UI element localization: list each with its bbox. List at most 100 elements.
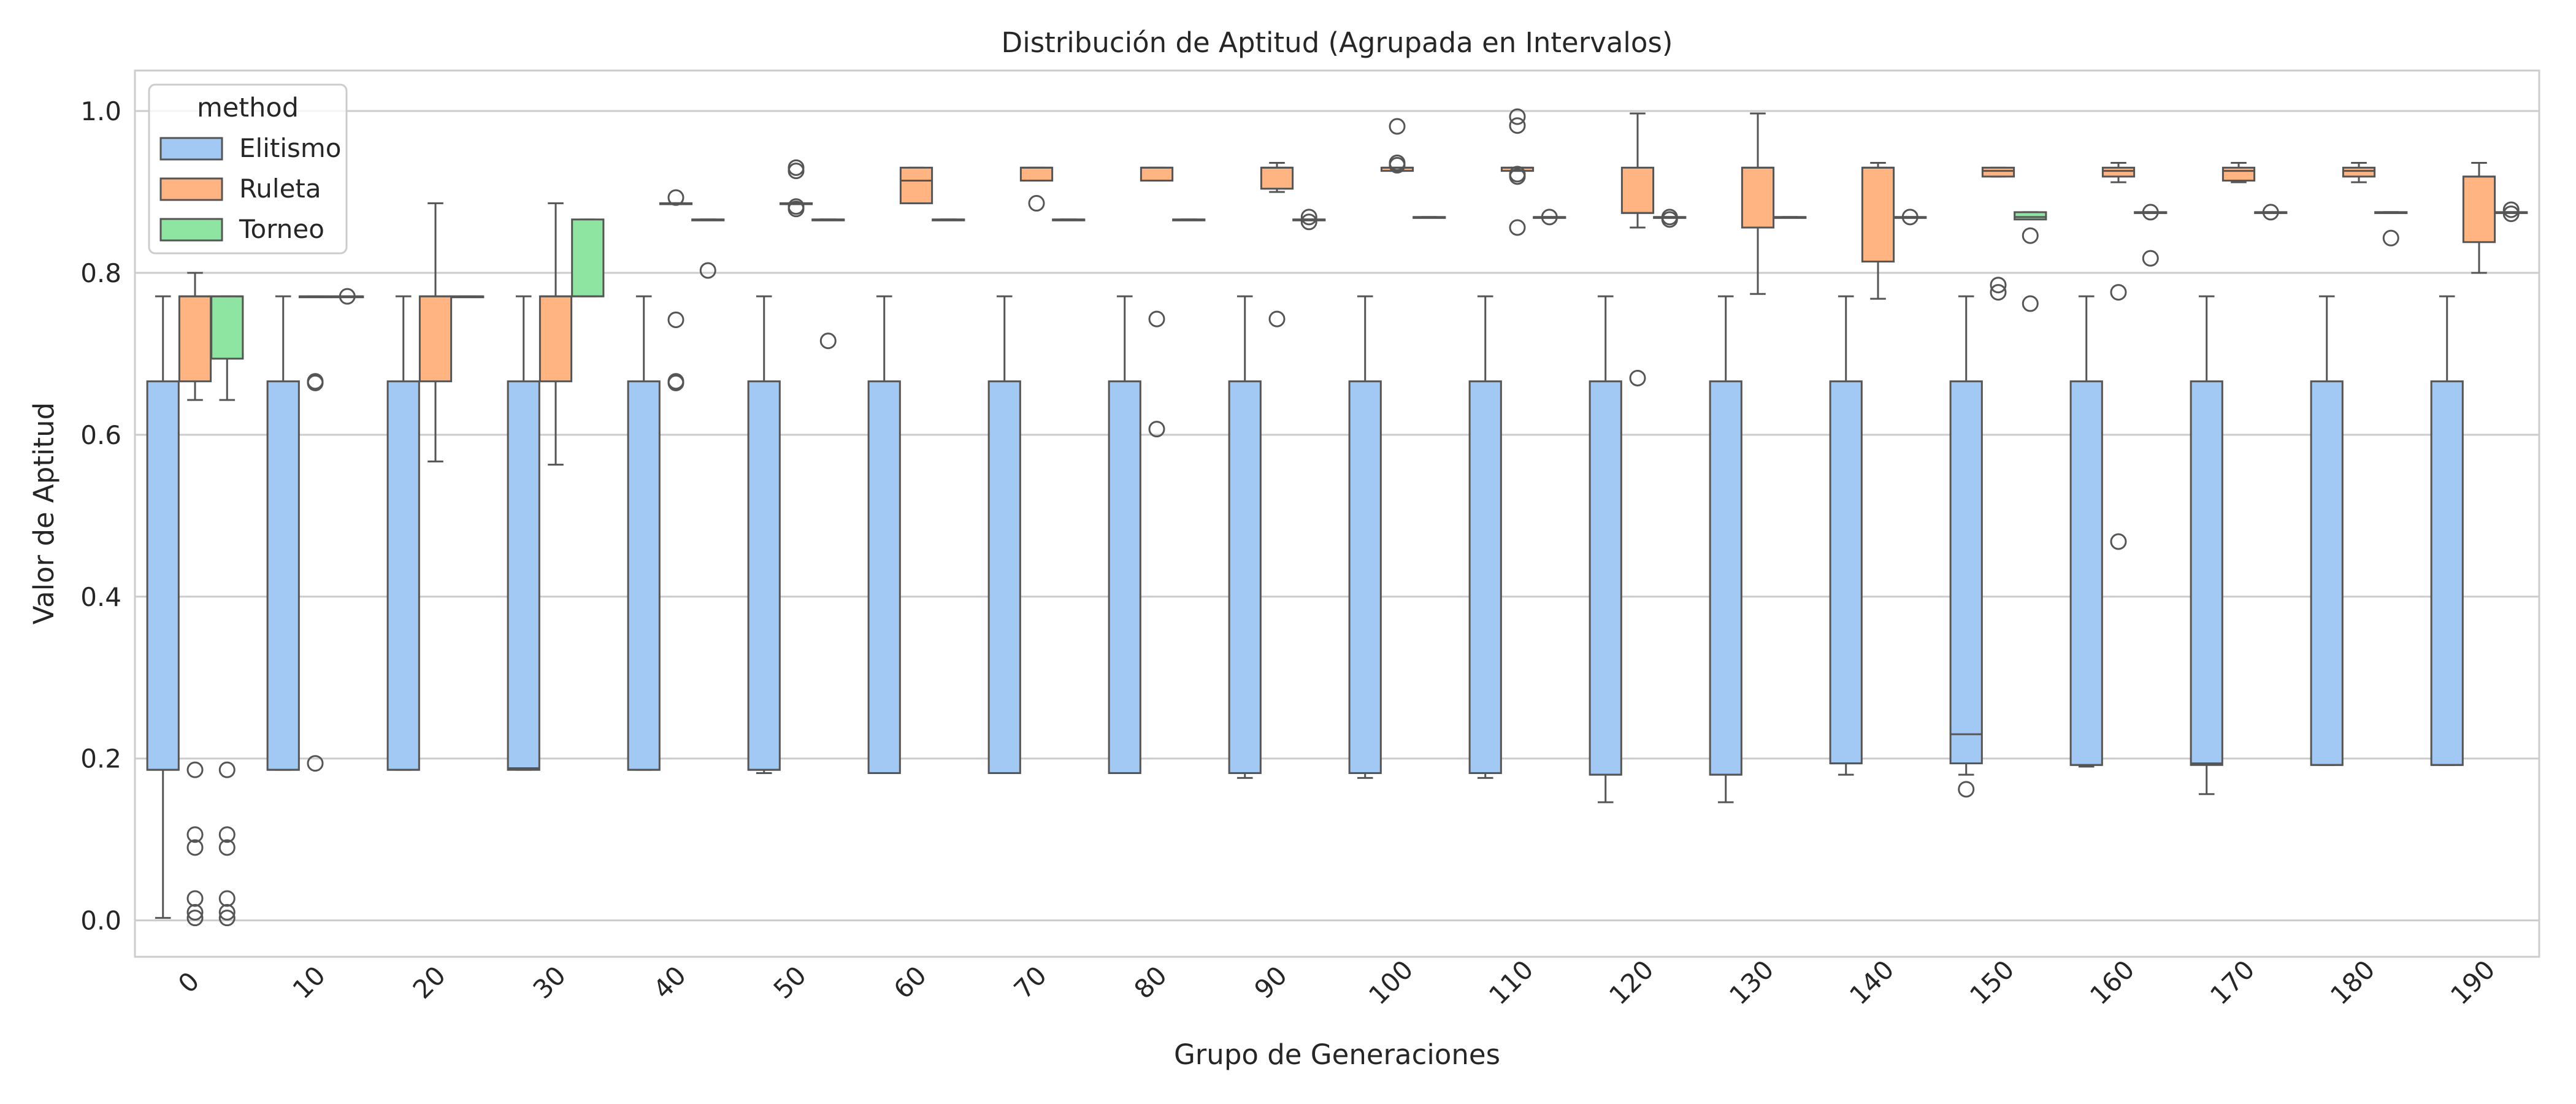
outlier-point — [2022, 227, 2039, 244]
box-torneo — [1052, 218, 1086, 221]
box-ruleta — [2462, 161, 2496, 274]
box-ruleta — [178, 272, 212, 927]
box-body — [1981, 166, 2015, 178]
box-body — [1620, 166, 1655, 214]
legend-swatch — [159, 137, 223, 161]
outlier-point — [186, 890, 204, 907]
x-tick-label: 50 — [768, 960, 812, 1005]
legend-label: Ruleta — [239, 174, 321, 204]
outlier-point — [218, 903, 236, 921]
box-elitismo — [1468, 295, 1502, 779]
x-tick-label: 170 — [2204, 954, 2260, 1010]
box-body — [867, 380, 901, 774]
box-ruleta — [1260, 161, 1294, 328]
box-ruleta — [899, 166, 933, 204]
x-tick-label: 90 — [1249, 960, 1293, 1005]
x-tick-label: 140 — [1844, 954, 1899, 1010]
box-torneo — [691, 218, 725, 279]
y-tick-label: 0.0 — [80, 906, 121, 936]
box-ruleta — [1019, 166, 1054, 212]
box-body — [1019, 166, 1054, 182]
box-body — [1108, 380, 1141, 774]
box-body — [418, 295, 453, 383]
box-body — [146, 380, 180, 771]
legend-swatch — [159, 177, 223, 201]
outlier-point — [1389, 118, 1406, 135]
outlier-point — [1661, 211, 1678, 228]
legend-swatch — [159, 218, 223, 242]
box-ruleta — [1140, 166, 1174, 438]
outlier-point — [1990, 284, 2007, 301]
outlier-point — [1300, 213, 1317, 231]
box-body — [1589, 380, 1622, 776]
plot-frame — [134, 69, 2540, 958]
box-ruleta — [2101, 161, 2136, 550]
box-body — [1709, 380, 1742, 776]
box-elitismo — [1228, 295, 1262, 779]
x-tick-label: 100 — [1363, 954, 1419, 1010]
legend: method Elitismo Ruleta Torneo — [148, 83, 348, 255]
box-ruleta — [418, 202, 453, 462]
box-elitismo — [2310, 295, 2344, 766]
y-tick-label: 0.6 — [80, 420, 121, 450]
outlier-point — [1389, 156, 1406, 174]
legend-label: Elitismo — [239, 133, 342, 163]
outlier-point — [2022, 295, 2039, 312]
x-tick-label: 20 — [407, 960, 451, 1005]
plot-background — [135, 71, 2539, 957]
outlier-point — [1958, 781, 1975, 798]
outlier-point — [1541, 209, 1558, 226]
box-body — [2310, 380, 2344, 766]
x-tick-label: 80 — [1129, 960, 1173, 1005]
outlier-point — [218, 890, 236, 907]
box-torneo — [2014, 211, 2047, 312]
x-tick-label: 130 — [1723, 954, 1779, 1010]
outlier-point — [1268, 310, 1286, 328]
box-ruleta — [1380, 118, 1414, 174]
x-tick-label: 0 — [172, 966, 205, 999]
box-body — [1348, 380, 1382, 774]
outlier-point — [667, 311, 684, 328]
outlier-point — [2502, 201, 2520, 218]
x-tick-label: 10 — [287, 960, 331, 1005]
chart-title: Distribución de Aptitud (Agrupada en Int… — [1002, 26, 1673, 59]
box-elitismo — [627, 295, 661, 771]
box-torneo — [2374, 211, 2408, 247]
box-torneo — [1413, 216, 1446, 219]
box-torneo — [210, 295, 244, 927]
box-torneo — [1773, 216, 1807, 219]
box-elitismo — [1949, 295, 1983, 798]
x-tick-label: 110 — [1483, 954, 1539, 1010]
x-tick-label: 160 — [2084, 954, 2140, 1010]
box-body — [1260, 166, 1294, 190]
x-tick-label: 30 — [527, 960, 572, 1005]
box-elitismo — [1829, 295, 1863, 776]
box-torneo — [811, 218, 845, 350]
y-tick-label: 0.2 — [80, 744, 121, 774]
x-tick-label: 70 — [1008, 960, 1052, 1005]
box-ruleta — [2221, 161, 2256, 183]
box-ruleta — [1620, 112, 1655, 386]
box-torneo — [1653, 209, 1687, 228]
box-body — [266, 380, 300, 771]
outlier-point — [1148, 310, 1165, 328]
outlier-point — [2110, 533, 2127, 550]
legend-item-torneo: Torneo — [159, 214, 324, 244]
box-ruleta — [1981, 166, 2015, 301]
box-body — [178, 295, 212, 383]
box-torneo — [331, 288, 364, 305]
box-elitismo — [386, 295, 420, 771]
box-ruleta — [539, 202, 573, 466]
outlier-point — [339, 288, 356, 305]
box-body — [386, 380, 420, 771]
outlier-point — [218, 761, 236, 778]
box-elitismo — [1589, 295, 1622, 803]
outlier-point — [1300, 209, 1317, 226]
box-ruleta — [659, 189, 693, 391]
box-body — [987, 380, 1021, 774]
outlier-point — [1509, 117, 1526, 134]
box-body — [2430, 380, 2464, 766]
outlier-point — [699, 262, 716, 279]
x-axis-label: Grupo de Generaciones — [1174, 1038, 1500, 1071]
box-body — [1861, 166, 1895, 263]
